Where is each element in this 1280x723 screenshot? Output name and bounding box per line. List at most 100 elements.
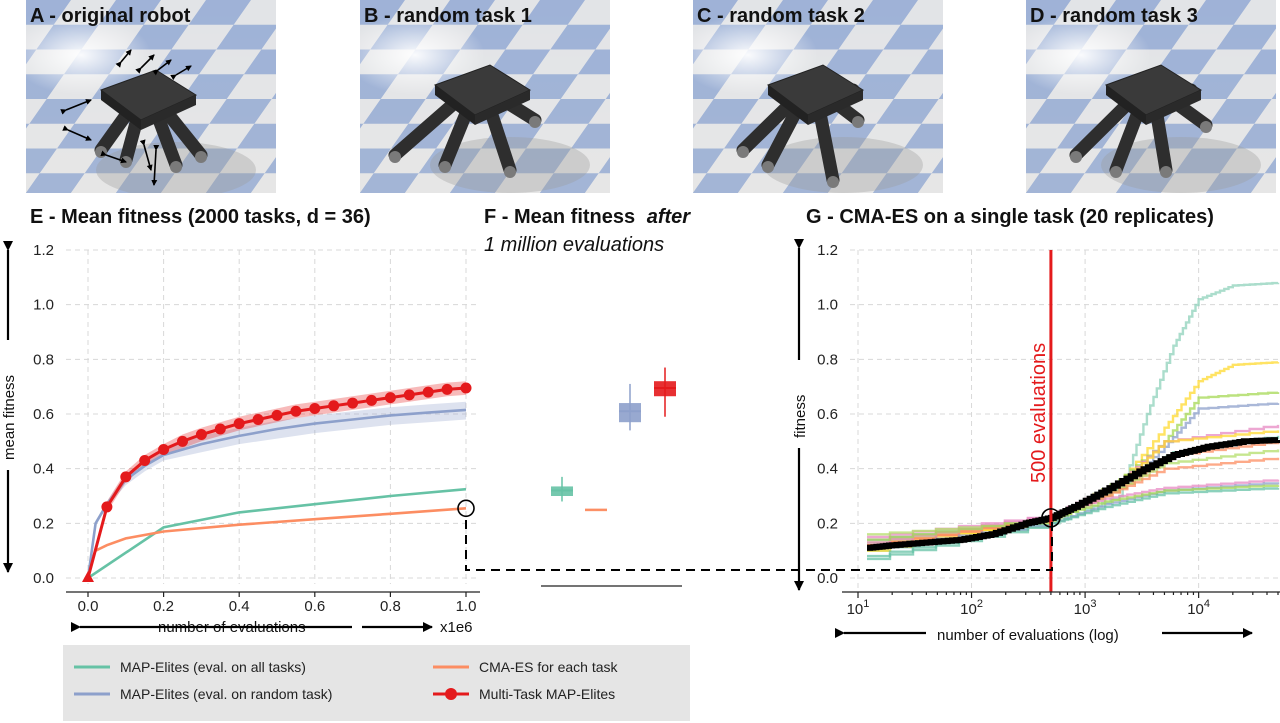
e-line-cma-es-for-each-task bbox=[95, 507, 467, 552]
joint-arrow bbox=[100, 150, 127, 164]
joint-arrow bbox=[152, 59, 172, 76]
e-point-multitask bbox=[214, 423, 226, 435]
photo-original-robot bbox=[26, 0, 276, 193]
e-x-tick-label: 0.6 bbox=[304, 598, 325, 615]
e-point-multitask bbox=[195, 429, 207, 440]
e-point-multitask bbox=[290, 405, 302, 417]
photo-random-task-3 bbox=[1026, 0, 1276, 193]
robot-leg bbox=[761, 98, 806, 172]
robot-leg bbox=[736, 95, 799, 157]
panel-e-y-label: mean fitness bbox=[1, 375, 18, 460]
robot-shadow bbox=[763, 137, 923, 193]
e-point-multitask bbox=[158, 444, 170, 456]
e-x-tick-label: 0.8 bbox=[380, 598, 401, 615]
g-replicate-line bbox=[867, 424, 1280, 539]
e-x-tick-label: 0.0 bbox=[78, 598, 99, 615]
legend-background bbox=[63, 645, 690, 721]
robot-body-side bbox=[1106, 85, 1146, 125]
g-replicate-line bbox=[867, 402, 1280, 541]
robot-foot bbox=[852, 116, 864, 128]
robot-body-front bbox=[475, 90, 530, 125]
g-y-tick-label: 1.0 bbox=[817, 297, 838, 314]
e-y-tick-label: 0.8 bbox=[33, 351, 54, 368]
photo-light-glow bbox=[693, 15, 818, 95]
photo-panels bbox=[26, 0, 1276, 193]
joint-arrow bbox=[60, 99, 92, 115]
panel-e-lines bbox=[86, 386, 467, 580]
e-point-multitask bbox=[403, 389, 415, 401]
e-annotation-circle bbox=[457, 499, 475, 518]
e-point-multitask bbox=[347, 397, 359, 409]
e-point-multitask bbox=[252, 413, 264, 425]
panel-g-grid bbox=[850, 249, 1278, 592]
e-x-tick-label: 1.0 bbox=[456, 598, 477, 615]
e-point-multitask bbox=[177, 435, 188, 447]
robot-foot bbox=[1200, 121, 1212, 133]
g-x-tick-label: 104 bbox=[1187, 598, 1210, 618]
g-y-tick-label: 0.4 bbox=[817, 461, 838, 478]
e-point-multitask bbox=[422, 386, 434, 398]
robot-foot bbox=[389, 151, 401, 163]
e-point-multitask bbox=[271, 409, 283, 421]
panel-f-title: F - Mean fitness after bbox=[484, 206, 691, 228]
f-box-map-elites-eval-on-random-task bbox=[619, 383, 641, 431]
photo-random-task-2 bbox=[693, 0, 943, 193]
g-replicate-line bbox=[867, 484, 1280, 541]
e-y-tick-label: 0.0 bbox=[33, 570, 54, 587]
robot-body-side bbox=[435, 85, 475, 125]
e-point-multitask bbox=[139, 454, 151, 466]
e-y-tick-label: 0.2 bbox=[33, 515, 54, 532]
panel-g-y-label: fitness bbox=[792, 395, 809, 438]
e-point-multitask bbox=[460, 382, 472, 394]
g-y-tick-label: 0.6 bbox=[817, 406, 838, 423]
g-y-tick-label: 0.0 bbox=[817, 570, 838, 587]
robot-foot bbox=[762, 161, 774, 173]
robot-foot bbox=[1070, 151, 1082, 163]
e-point-multitask bbox=[384, 392, 396, 404]
robot-leg bbox=[1069, 96, 1135, 162]
legend-marker-red bbox=[445, 688, 457, 700]
photo-title-a: A - original robot bbox=[30, 5, 191, 27]
joint-arrow bbox=[135, 54, 155, 74]
panel-e-markers bbox=[82, 382, 475, 582]
e-point-multitask bbox=[366, 394, 377, 406]
e-y-tick-label: 1.0 bbox=[33, 297, 54, 314]
photo-title-c: C - random task 2 bbox=[697, 5, 865, 27]
g-annotation-circle bbox=[1041, 508, 1061, 528]
robot-foot bbox=[529, 116, 541, 128]
robot-foot bbox=[1160, 166, 1172, 178]
e-point-multitask bbox=[328, 400, 340, 412]
f-box-multi-task-map-elites bbox=[654, 367, 676, 417]
e-point-start bbox=[82, 571, 94, 582]
g-replicate-line bbox=[867, 457, 1280, 547]
robot-body-front bbox=[1146, 90, 1201, 125]
joint-arrow bbox=[139, 139, 153, 171]
photo-scene bbox=[693, 0, 943, 193]
g-x-tick-label: 103 bbox=[1074, 598, 1097, 618]
e-point-multitask bbox=[309, 403, 321, 415]
e-point-multitask bbox=[441, 383, 453, 395]
robot-foot bbox=[95, 146, 107, 158]
photo-scene bbox=[26, 0, 276, 193]
e-y-tick-label: 1.2 bbox=[33, 242, 54, 259]
connector-dashed-line bbox=[465, 518, 1053, 571]
panel-f-chart bbox=[541, 367, 682, 587]
f-box-body bbox=[619, 403, 641, 423]
joint-arrow bbox=[115, 49, 132, 68]
robot-foot bbox=[439, 161, 451, 173]
g-y-tick-label: 0.2 bbox=[817, 515, 838, 532]
g-y-tick-label: 1.2 bbox=[817, 242, 838, 259]
e-y-tick-label: 0.6 bbox=[33, 406, 54, 423]
robot-foot bbox=[737, 146, 749, 158]
robot-leg bbox=[812, 101, 840, 187]
photo-light-glow bbox=[26, 15, 151, 95]
robot-foot bbox=[1110, 166, 1122, 178]
f-box-map-elites-eval-on-all-tasks bbox=[551, 476, 573, 502]
g-mean-line bbox=[867, 437, 1280, 551]
joint-arrow bbox=[151, 144, 160, 186]
e-point-multitask bbox=[101, 501, 113, 513]
photo-scene bbox=[360, 0, 610, 193]
robot-body-front bbox=[808, 90, 863, 125]
panel-g-mean bbox=[867, 250, 1280, 592]
